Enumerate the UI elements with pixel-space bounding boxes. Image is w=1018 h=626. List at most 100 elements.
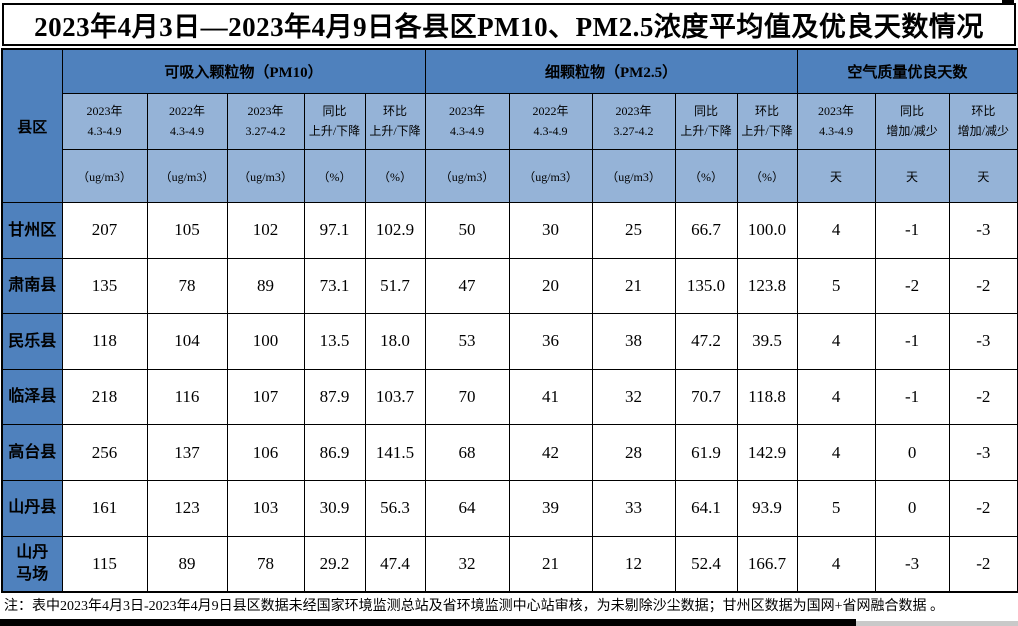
col-unit: （%） (303, 149, 366, 203)
data-cell: 70 (424, 368, 510, 426)
data-cell: 104 (146, 313, 228, 370)
bottom-bar-right (856, 621, 1018, 626)
data-cell: 107 (226, 368, 305, 426)
col-header-days-yoy: 同比 增加/减少 (874, 93, 950, 150)
data-cell: 142.9 (736, 424, 798, 481)
data-cell: 4 (796, 368, 876, 426)
data-cell: -3 (874, 535, 950, 593)
data-cell: 20 (508, 257, 593, 315)
table-row: 甘州区 207 105 102 97.1 102.9 50 30 25 66.7 100.0 4 -1-… (1, 202, 1018, 259)
data-cell: 28 (591, 424, 676, 481)
col-unit: （%） (364, 149, 426, 203)
col-unit: （ug/m3） (61, 149, 148, 203)
table-row: 民乐县 118 104 100 13.5 18.0 53 36 38 47.2 39.5 4 -1 -3 (1, 313, 1018, 370)
data-cell: 64 (424, 479, 510, 537)
col-unit: 天 (874, 149, 950, 203)
data-cell: 118.8 (736, 368, 798, 426)
data-cell: 39.5 (736, 313, 798, 370)
data-cell: 161 (61, 479, 148, 537)
data-cell: 78 (146, 257, 228, 315)
data-cell: 100 (226, 313, 305, 370)
col-header-pm25-mom: 环比 上升/下降 (736, 93, 798, 150)
data-cell: -2 (948, 535, 1018, 593)
data-cell: 4 (796, 202, 876, 259)
data-cell: 25 (591, 202, 676, 259)
data-cell: 89 (146, 535, 228, 593)
data-cell: 42 (508, 424, 593, 481)
data-cell: -1 (874, 368, 950, 426)
data-cell: 4 (796, 424, 876, 481)
col-header-pm10-prevweek: 2023年 3.27-4.2 (226, 93, 305, 150)
data-cell: -2 (948, 257, 1018, 315)
data-cell: 61.9 (674, 424, 738, 481)
top-edge-mark (1002, 0, 1014, 3)
data-cell: 64.1 (674, 479, 738, 537)
data-cell: 105 (146, 202, 228, 259)
col-header-pm25-yoy: 同比 上升/下降 (674, 93, 738, 150)
col-unit: （ug/m3） (424, 149, 510, 203)
data-cell: 21 (591, 257, 676, 315)
data-cell: 38 (591, 313, 676, 370)
group-header-pm25: 细颗粒物（PM2.5） (424, 48, 798, 94)
data-cell: 123 (146, 479, 228, 537)
data-cell: 18.0 (364, 313, 426, 370)
data-cell: 93.9 (736, 479, 798, 537)
data-cell: 30.9 (303, 479, 366, 537)
data-cell: 78 (226, 535, 305, 593)
row-header-county: 肃南县 (1, 257, 63, 315)
data-cell: 56.3 (364, 479, 426, 537)
data-cell: -2 (948, 368, 1018, 426)
data-cell: 32 (424, 535, 510, 593)
col-header-pm10-2022: 2022年 4.3-4.9 (146, 93, 228, 150)
data-cell: 70.7 (674, 368, 738, 426)
group-header-row: 县区 可吸入颗粒物（PM10） 细颗粒物（PM2.5） 空气质量优良天数 (1, 48, 1018, 203)
data-cell: -2 (948, 479, 1018, 537)
table-body: 甘州区 207 105 102 97.1 102.9 50 30 25 66.7 100.0 4 -1-… (1, 202, 1018, 593)
data-cell: 32 (591, 368, 676, 426)
data-cell: 100.0 (736, 202, 798, 259)
data-cell: 33 (591, 479, 676, 537)
row-header-county: 临泽县 (1, 368, 63, 426)
data-cell: 135 (61, 257, 148, 315)
data-cell: 103 (226, 479, 305, 537)
data-cell: 115 (61, 535, 148, 593)
data-cell: -3 (948, 424, 1018, 481)
data-cell: 47 (424, 257, 510, 315)
row-header-county: 甘州区 (1, 202, 63, 259)
data-cell: 4 (796, 313, 876, 370)
data-cell: 13.5 (303, 313, 366, 370)
data-cell: 12 (591, 535, 676, 593)
data-cell: -2 (874, 257, 950, 315)
data-cell: 135.0 (674, 257, 738, 315)
col-unit: （ug/m3） (591, 149, 676, 203)
data-cell: 21 (508, 535, 593, 593)
table-row: 肃南县 135 78 89 73.1 51.7 47 20 21 135.0 123.8 5 -2 -2 (1, 257, 1018, 315)
data-cell: 118 (61, 313, 148, 370)
data-cell: 39 (508, 479, 593, 537)
table-row: 高台县 256 137 106 86.9 141.5 68 42 28 61.9 142.9 4 0 -3 (1, 424, 1018, 481)
group-header-good-days: 空气质量优良天数 (796, 48, 1018, 94)
data-cell: 123.8 (736, 257, 798, 315)
col-unit: （ug/m3） (146, 149, 228, 203)
row-header-county: 高台县 (1, 424, 63, 481)
col-unit: 天 (796, 149, 876, 203)
col-header-pm10-2023: 2023年 4.3-4.9 (61, 93, 148, 150)
table-row: 山丹 马场 115 89 78 29.2 47.4 32 21 12 52.4 166.7 4 -3 -2 (1, 535, 1018, 593)
data-cell: 52.4 (674, 535, 738, 593)
data-cell: -3 (948, 202, 1018, 259)
data-cell: 5 (796, 257, 876, 315)
data-cell: 166.7 (736, 535, 798, 593)
data-cell: 218 (61, 368, 148, 426)
col-header-pm25-prevweek: 2023年 3.27-4.2 (591, 93, 676, 150)
col-unit: （ug/m3） (226, 149, 305, 203)
data-cell: 103.7 (364, 368, 426, 426)
data-cell: 50 (424, 202, 510, 259)
data-cell: 53 (424, 313, 510, 370)
data-cell: 51.7 (364, 257, 426, 315)
data-cell: 102 (226, 202, 305, 259)
col-header-days-mom: 环比 增加/减少 (948, 93, 1018, 150)
row-header-county: 民乐县 (1, 313, 63, 370)
col-unit: （%） (674, 149, 738, 203)
data-cell: 5 (796, 479, 876, 537)
data-cell: 256 (61, 424, 148, 481)
